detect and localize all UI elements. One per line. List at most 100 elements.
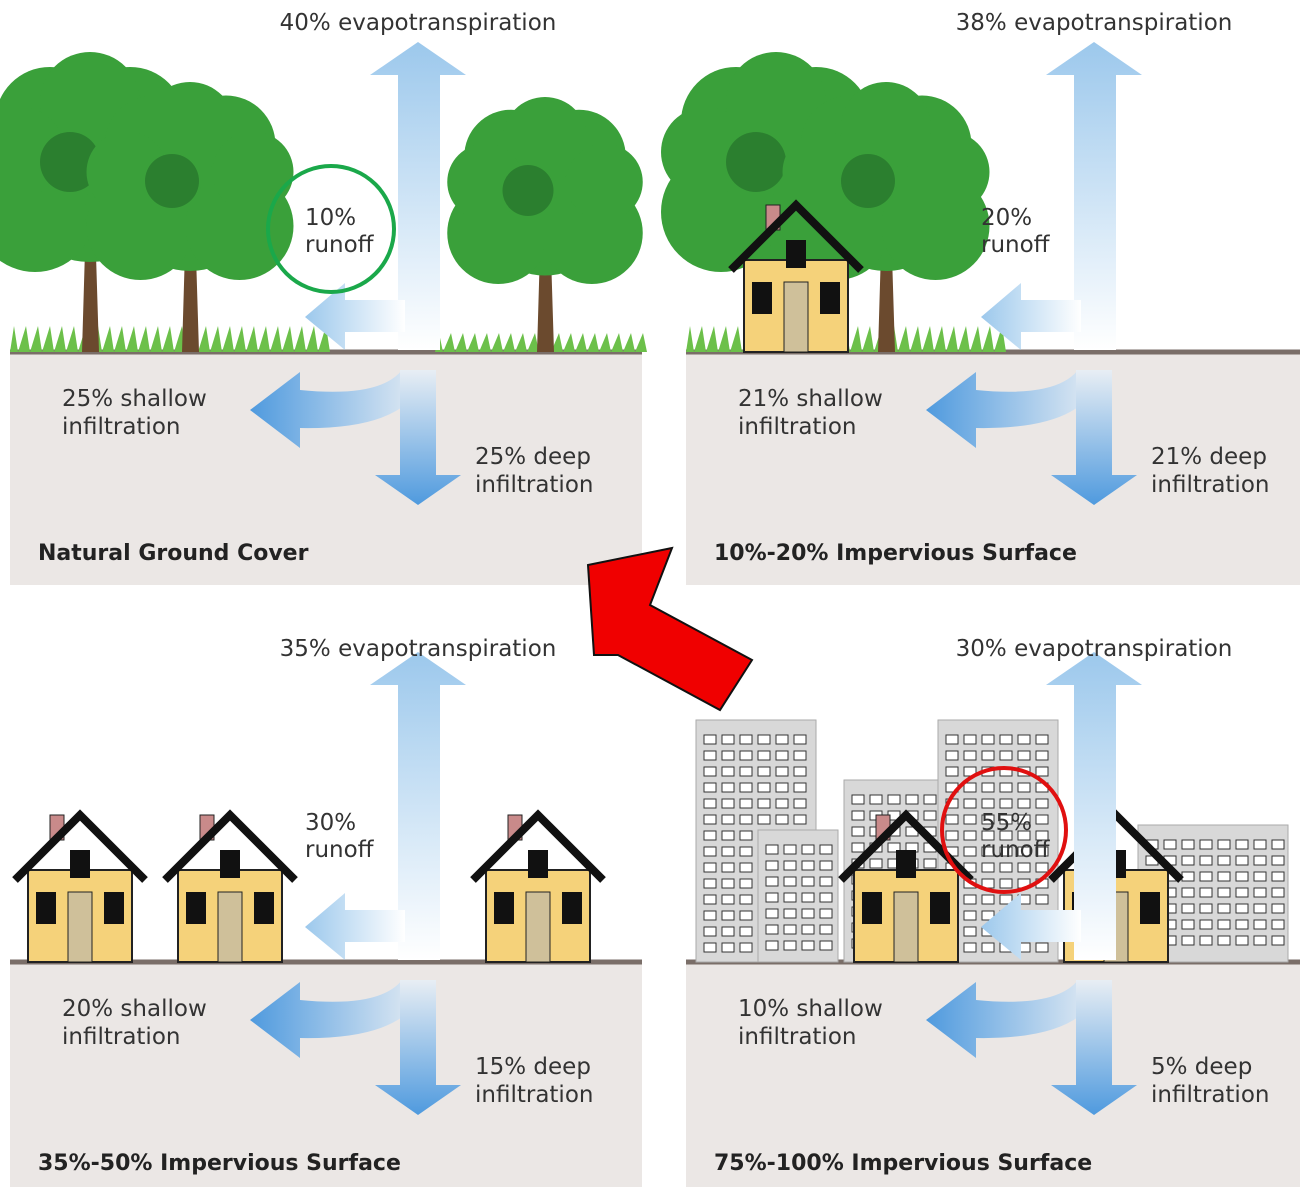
building-window xyxy=(819,876,833,887)
building-window xyxy=(851,842,865,853)
shallow-arrow xyxy=(926,980,1101,1058)
runoff-label: runoff xyxy=(305,232,375,258)
building-window xyxy=(999,734,1013,745)
deep-arrow xyxy=(375,370,461,505)
building-window xyxy=(703,814,717,825)
building-window xyxy=(721,846,735,857)
building-window xyxy=(1017,798,1031,809)
building-window xyxy=(765,924,779,935)
building-window xyxy=(1235,935,1249,946)
building-window xyxy=(801,844,815,855)
building-window xyxy=(703,734,717,745)
shallow-label: 25% shallow xyxy=(62,386,207,412)
building-window xyxy=(1017,782,1031,793)
building-window xyxy=(963,782,977,793)
building-window xyxy=(1253,887,1267,898)
deep-label: 25% deep xyxy=(475,444,591,470)
runoff-arrow xyxy=(981,283,1081,350)
building-window xyxy=(945,750,959,761)
runoff-arrow xyxy=(305,283,405,350)
building-window xyxy=(721,814,735,825)
foliage-shade xyxy=(726,132,786,192)
building-window xyxy=(739,926,753,937)
building-window xyxy=(801,876,815,887)
building-window xyxy=(801,892,815,903)
building-window xyxy=(1253,855,1267,866)
runoff-arrow xyxy=(981,893,1081,960)
building-window xyxy=(721,862,735,873)
building-window xyxy=(963,910,977,921)
runoff-label: runoff xyxy=(981,232,1051,258)
panel-title: Natural Ground Cover xyxy=(38,541,309,566)
foliage xyxy=(908,131,990,213)
building-window xyxy=(1271,887,1285,898)
building-window xyxy=(1199,839,1213,850)
building-window xyxy=(981,798,995,809)
runoff-label: 30% xyxy=(305,810,356,836)
building-window xyxy=(1217,919,1231,930)
building-window xyxy=(963,926,977,937)
runoff-label: 10% xyxy=(305,205,356,231)
foliage xyxy=(502,97,588,182)
building-window xyxy=(739,878,753,889)
evapotranspiration-label: 30% evapotranspiration xyxy=(956,636,1233,662)
building-window xyxy=(793,766,807,777)
window xyxy=(36,892,56,924)
building-window xyxy=(1181,903,1195,914)
building-window xyxy=(981,734,995,745)
building-window xyxy=(721,878,735,889)
building-window xyxy=(721,798,735,809)
building-window xyxy=(819,892,833,903)
building-window xyxy=(981,862,995,873)
building-window xyxy=(1035,862,1049,873)
window xyxy=(186,892,206,924)
building-window xyxy=(1235,871,1249,882)
building-window xyxy=(1235,855,1249,866)
building-window xyxy=(1017,734,1031,745)
runoff-label: 20% xyxy=(981,205,1032,231)
building-window xyxy=(739,766,753,777)
building-window xyxy=(757,766,771,777)
building-window xyxy=(1253,919,1267,930)
building-window xyxy=(793,750,807,761)
building-window xyxy=(963,814,977,825)
building-window xyxy=(981,894,995,905)
building-window xyxy=(869,794,883,805)
building-window xyxy=(1017,862,1031,873)
building-window xyxy=(793,782,807,793)
building-window xyxy=(1017,830,1031,841)
building-window xyxy=(775,766,789,777)
building-window xyxy=(757,798,771,809)
building-window xyxy=(963,942,977,953)
building-window xyxy=(757,734,771,745)
building-window xyxy=(793,814,807,825)
building-window xyxy=(945,766,959,777)
panel-title: 35%-50% Impervious Surface xyxy=(38,1151,401,1176)
deep-label: 15% deep xyxy=(475,1054,591,1080)
building-window xyxy=(703,750,717,761)
building-window xyxy=(887,794,901,805)
deep-label: infiltration xyxy=(1151,1082,1269,1108)
building-window xyxy=(963,750,977,761)
building-window xyxy=(1271,935,1285,946)
building-window xyxy=(1017,814,1031,825)
building-window xyxy=(793,798,807,809)
door xyxy=(783,281,809,353)
building-window xyxy=(765,908,779,919)
building-window xyxy=(923,810,937,821)
building-window xyxy=(981,750,995,761)
building-window xyxy=(783,892,797,903)
building-window xyxy=(783,924,797,935)
building-window xyxy=(801,924,815,935)
shallow-label: infiltration xyxy=(62,414,180,440)
building-window xyxy=(1181,855,1195,866)
door xyxy=(525,891,551,963)
building-window xyxy=(721,894,735,905)
evapotranspiration-arrow xyxy=(1046,42,1142,350)
door xyxy=(217,891,243,963)
foliage xyxy=(566,143,643,221)
building-window xyxy=(721,926,735,937)
building-window xyxy=(963,830,977,841)
building-window xyxy=(739,942,753,953)
